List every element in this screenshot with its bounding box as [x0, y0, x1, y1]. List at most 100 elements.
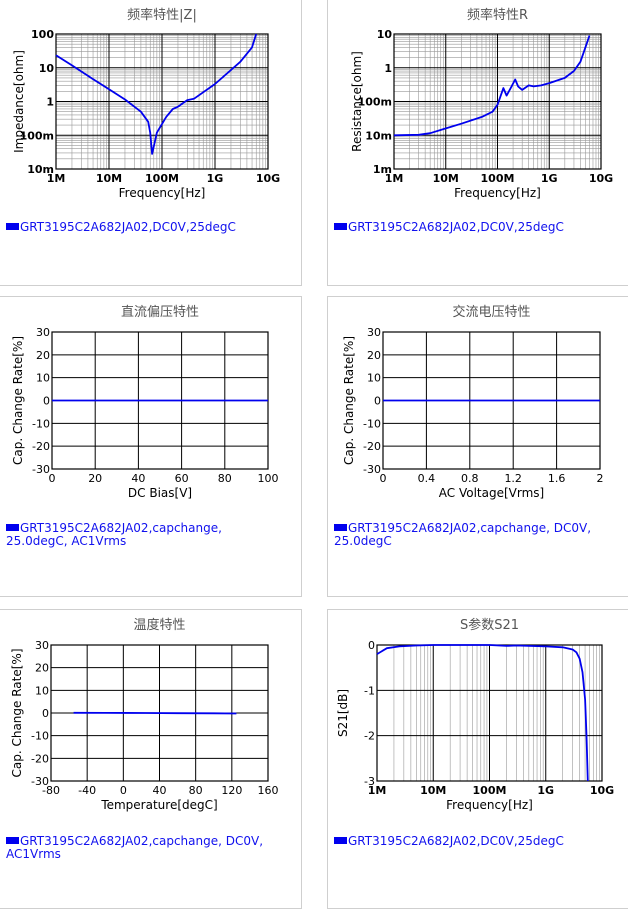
y-tick-label: 10m: [27, 163, 54, 176]
legend-swatch: [6, 837, 19, 844]
y-tick-label: -2: [364, 730, 375, 743]
series-line: [73, 711, 237, 715]
y-axis-label: Cap. Change Rate[%]: [342, 336, 356, 465]
x-tick-label: 1.2: [504, 472, 522, 485]
y-tick-label: 100m: [358, 96, 392, 109]
plot-frame: [50, 644, 269, 782]
x-tick-label: 80: [189, 784, 203, 797]
y-tick-label: -10: [32, 417, 50, 430]
x-tick-label: 10G: [589, 172, 613, 185]
y-tick-label: 30: [367, 326, 381, 339]
series-line: [55, 33, 258, 155]
chart-resistance: 频率特性R 1M 10M 100M 1G 10G 1m 10m 100m 1 10 Frequency…: [350, 7, 613, 200]
chart-title: 频率特性|Z|: [127, 7, 197, 23]
x-tick-label: 1G: [537, 784, 554, 797]
chart-panel-dc-bias: 直流偏压特性 0 20 40 60 80 100 -30 -20 -10 0 10 20 30 DC Bia…: [0, 296, 302, 597]
y-axis-label: Cap. Change Rate[%]: [10, 648, 24, 777]
y-tick-label: -10: [363, 417, 381, 430]
y-tick-label: 10: [367, 372, 381, 385]
y-tick-label: 10m: [365, 129, 392, 142]
chart-ac-voltage: 交流电压特性 0 0.4 0.8 1.2 1.6 2 -30 -20 -10 0 10 20 30 AC V…: [342, 304, 604, 500]
x-tick-label: 0.8: [461, 472, 479, 485]
legend-text: GRT3195C2A682JA02,DC0V,25degC: [348, 220, 564, 234]
chart-panel-impedance: 频率特性|Z| 1M 10M 100M 1G 10G 10m 100m 1 10 100 Freque…: [0, 0, 302, 286]
x-tick-label: 160: [258, 784, 279, 797]
x-tick-label: 40: [153, 784, 167, 797]
x-tick-label: 0: [380, 472, 387, 485]
y-tick-label: 0: [42, 707, 49, 720]
legend-resistance: GRT3195C2A682JA02,DC0V,25degC: [334, 221, 564, 234]
x-tick-label: 10G: [590, 784, 614, 797]
legend-ac-voltage: GRT3195C2A682JA02,capchange, DC0V, 25.0d…: [334, 522, 591, 548]
y-tick-label: 0: [374, 395, 381, 408]
grid: [55, 33, 269, 170]
chart-dc-bias: 直流偏压特性 0 20 40 60 80 100 -30 -20 -10 0 10 20 30 DC Bia…: [11, 305, 279, 500]
x-tick-label: 40: [131, 472, 145, 485]
grid: [376, 644, 603, 782]
legend-text: GRT3195C2A682JA02,DC0V,25degC: [20, 220, 236, 234]
y-tick-label: -20: [31, 752, 49, 765]
legend-swatch: [334, 524, 347, 531]
series-line: [393, 35, 591, 137]
chart-temperature: 温度特性 -80 -40 0 40 80 120 160 -30 -20 -10 0 10 20 30 Tem…: [10, 617, 279, 812]
grid: [393, 33, 602, 170]
y-tick-label: 20: [35, 662, 49, 675]
y-tick-label: 0: [43, 395, 50, 408]
x-tick-label: 2: [597, 472, 604, 485]
chart-panel-s21: S参数S21 1M 10M 100M 1G 10G -3 -2 -1 0 Frequency[Hz]…: [327, 609, 628, 909]
plot-frame: [55, 33, 269, 170]
y-tick-label: 20: [36, 349, 50, 362]
x-tick-label: 20: [88, 472, 102, 485]
y-tick-label: 10: [35, 684, 49, 697]
x-tick-label: 10M: [433, 172, 459, 185]
y-tick-label: -1: [364, 684, 375, 697]
y-tick-label: 100m: [20, 129, 54, 142]
legend-text: GRT3195C2A682JA02,capchange, 25.0degC, A…: [6, 521, 222, 548]
x-tick-label: 10M: [420, 784, 446, 797]
y-tick-label: 30: [36, 326, 50, 339]
chart-title: S参数S21: [460, 617, 519, 633]
x-axis-label: Frequency[Hz]: [454, 186, 541, 200]
legend-swatch: [334, 837, 347, 844]
x-tick-label: 10M: [96, 172, 122, 185]
x-tick-label: 1M: [385, 172, 404, 185]
x-tick-label: 100M: [481, 172, 515, 185]
x-tick-label: 10G: [256, 172, 280, 185]
y-tick-label: -30: [31, 775, 49, 788]
chart-title: 直流偏压特性: [121, 305, 199, 320]
y-axis-label: Cap. Change Rate[%]: [11, 336, 25, 465]
chart-s21: S参数S21 1M 10M 100M 1G 10G -3 -2 -1 0 Frequency[Hz]…: [336, 617, 614, 812]
y-tick-label: 10: [39, 62, 55, 75]
chart-title: 频率特性R: [467, 7, 528, 23]
chart-impedance: 频率特性|Z| 1M 10M 100M 1G 10G 10m 100m 1 10 100 Freque…: [12, 7, 280, 200]
x-tick-label: 80: [218, 472, 232, 485]
x-tick-label: 100M: [145, 172, 179, 185]
plot-frame: [393, 33, 602, 170]
series-line: [376, 644, 589, 782]
x-tick-label: 120: [221, 784, 242, 797]
x-axis-label: Temperature[degC]: [100, 798, 217, 812]
y-tick-label: 1m: [373, 163, 392, 176]
legend-dc-bias: GRT3195C2A682JA02,capchange, 25.0degC, A…: [6, 522, 222, 548]
legend-text: GRT3195C2A682JA02,DC0V,25degC: [348, 834, 564, 848]
y-tick-label: -20: [363, 440, 381, 453]
x-tick-label: 60: [175, 472, 189, 485]
y-tick-label: 1: [384, 62, 392, 75]
y-axis-label: Resistance[ohm]: [350, 51, 364, 152]
x-axis-label: Frequency[Hz]: [446, 798, 533, 812]
legend-text: GRT3195C2A682JA02,capchange, DC0V, 25.0d…: [334, 521, 592, 548]
y-tick-label: 100: [31, 28, 54, 41]
x-axis-label: AC Voltage[Vrms]: [439, 486, 544, 500]
y-tick-label: -30: [32, 463, 50, 476]
y-axis-label: S21[dB]: [336, 689, 350, 737]
x-axis-label: Frequency[Hz]: [119, 186, 206, 200]
y-tick-label: 10: [36, 372, 50, 385]
x-tick-label: 100: [258, 472, 279, 485]
x-tick-label: 1M: [368, 784, 387, 797]
y-tick-label: 10: [377, 28, 393, 41]
x-tick-label: 1G: [541, 172, 558, 185]
chart-panel-temperature: 温度特性 -80 -40 0 40 80 120 160 -30 -20 -10 0 10 20 30 Tem…: [0, 609, 302, 909]
y-tick-label: -3: [364, 775, 375, 788]
chart-panel-ac-voltage: 交流电压特性 0 0.4 0.8 1.2 1.6 2 -30 -20 -10 0 10 20 30 AC V…: [327, 296, 628, 597]
legend-swatch: [6, 524, 19, 531]
